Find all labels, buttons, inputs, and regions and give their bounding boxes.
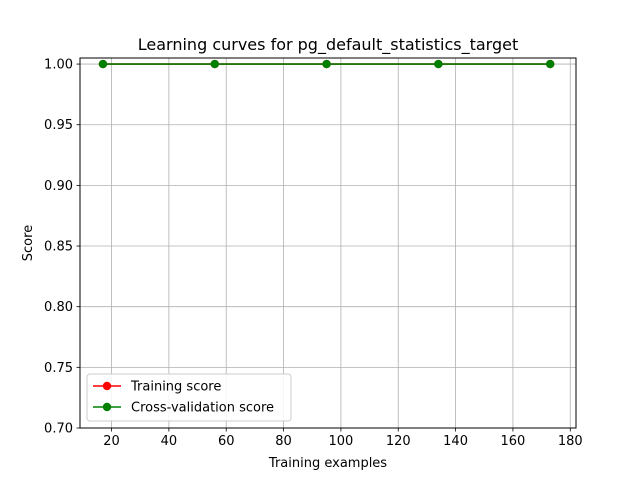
x-tick-label: 40 [161, 434, 178, 449]
y-tick-label: 0.95 [44, 118, 73, 133]
x-axis-label: Training examples [268, 456, 387, 471]
y-tick-label: 1.00 [44, 58, 73, 73]
x-tick-label: 100 [328, 434, 353, 449]
x-tick-label: 160 [501, 434, 526, 449]
x-tick-label: 140 [443, 434, 468, 449]
y-tick-label: 0.70 [44, 422, 73, 437]
y-axis-label: Score [21, 225, 36, 261]
x-tick-label: 20 [103, 434, 120, 449]
axis-ticks: 20 40 60 80 100 120 140 160 180 0.70 0.75 0.80 0.85 0… [44, 58, 583, 449]
y-tick-label: 0.80 [44, 300, 73, 315]
series-1-point [322, 59, 331, 69]
x-tick-label: 60 [218, 434, 235, 449]
y-tick-label: 0.90 [44, 179, 73, 194]
series-1-point [210, 59, 219, 69]
legend-label-0: Training score [130, 380, 221, 395]
x-tick-label: 180 [558, 434, 583, 449]
legend-marker-1 [102, 402, 112, 412]
legend-label-1: Cross-validation score [131, 401, 274, 416]
chart-title: Learning curves for pg_default_statistic… [138, 35, 518, 55]
grid-lines [80, 58, 576, 429]
legend-box [86, 373, 292, 422]
series-1-point [434, 59, 443, 69]
x-tick-label: 80 [275, 434, 292, 449]
legend-marker-0 [102, 381, 112, 391]
series-layer [98, 59, 555, 69]
y-tick-label: 0.75 [44, 361, 73, 376]
plot-frame [79, 57, 577, 429]
series-1-point [545, 59, 555, 69]
series-1-point [98, 59, 108, 69]
x-tick-label: 120 [386, 434, 411, 449]
legend: Training score Cross-validation score [86, 373, 292, 422]
y-tick-label: 0.85 [44, 240, 73, 255]
